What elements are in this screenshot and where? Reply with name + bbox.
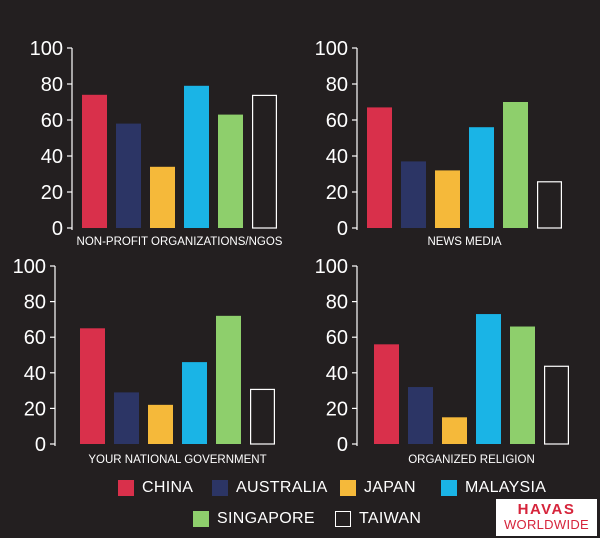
panel-2-title: NEWS MEDIA [427, 236, 501, 248]
legend-item-singapore: SINGAPORE [193, 510, 315, 528]
legend-swatch-singapore [193, 511, 209, 527]
panel-4-bar-china [374, 344, 399, 444]
panel-1-y-tick-label: 20 [41, 182, 63, 204]
panel-1-bar-china [82, 94, 107, 228]
legend-item-malaysia: MALAYSIA [441, 479, 546, 497]
legend-swatch-taiwan [335, 511, 351, 527]
legend-item-japan: JAPAN [340, 479, 416, 497]
panel-1-y-tick-label: 0 [52, 218, 63, 240]
legend-swatch-australia [212, 480, 228, 496]
legend-item-australia: AUSTRALIA [212, 479, 328, 497]
legend-label-malaysia: MALAYSIA [465, 479, 547, 496]
panel-4-y-tick-label: 40 [326, 363, 348, 385]
panel-1-title: NON-PROFIT ORGANIZATIONS/NGOS [77, 236, 283, 248]
panel-4-bar-taiwan [543, 365, 569, 445]
legend-label-japan: JAPAN [364, 479, 416, 496]
panel-3-bar-australia [114, 392, 139, 444]
panel-2-y-tick-label: 40 [326, 146, 348, 168]
legend-swatch-japan [340, 480, 356, 496]
panel-3-bar-china [80, 328, 105, 444]
legend-item-taiwan: TAIWAN [335, 510, 421, 528]
panel-4-title: ORGANIZED RELIGION [408, 454, 535, 466]
panel-1-y-tick-label: 40 [41, 146, 63, 168]
panel-4-y-tick-label: 60 [326, 327, 348, 349]
panel-4-y-tick-label: 0 [337, 434, 348, 456]
panel-3-title: YOUR NATIONAL GOVERNMENT [88, 454, 266, 466]
logo-line-2: WORLDWIDE [503, 517, 590, 532]
legend-swatch-malaysia [441, 480, 457, 496]
panel-3-y-tick-label: 20 [24, 398, 46, 420]
panel-3-bar-malaysia [182, 362, 207, 444]
panel-2-y-tick-label: 60 [326, 110, 348, 132]
panel-4-bar-singapore [510, 326, 535, 444]
panel-1-y-tick-label: 100 [30, 38, 63, 60]
panel-4-bar-malaysia [476, 314, 501, 444]
panel-2-y-tick-label: 20 [326, 182, 348, 204]
panel-4-bar-australia [408, 387, 433, 444]
panel-1-y-tick-label: 60 [41, 110, 63, 132]
panel-2-y-tick-label: 100 [315, 38, 348, 60]
logo-line-1: HAVAS [517, 501, 576, 518]
panel-3-y-tick-label: 40 [24, 363, 46, 385]
panel-4-y-tick-label: 100 [315, 256, 348, 278]
panel-1-bar-malaysia [184, 85, 209, 228]
panel-3-y-tick-label: 60 [24, 327, 46, 349]
panel-2-y-tick-label: 80 [326, 74, 348, 96]
panel-3-y-tick-label: 80 [24, 292, 46, 314]
panel-4-y-tick-label: 20 [326, 398, 348, 420]
panel-2-bar-taiwan [536, 181, 562, 229]
panel-4-bar-japan [442, 417, 467, 444]
legend-label-singapore: SINGAPORE [217, 510, 315, 527]
panel-3-y-tick-label: 0 [35, 434, 46, 456]
legend-item-china: CHINA [118, 479, 193, 497]
panel-1-bar-japan [150, 166, 175, 228]
panel-2-bar-singapore [503, 102, 528, 228]
panel-2-y-tick-label: 0 [337, 218, 348, 240]
panel-2-bar-japan [435, 170, 460, 228]
legend-label-taiwan: TAIWAN [359, 510, 422, 527]
panel-1-bar-australia [116, 123, 141, 228]
havas-worldwide-logo: HAVAS WORLDWIDE [496, 499, 597, 536]
panel-3-bar-japan [148, 404, 173, 444]
panel-2-bar-malaysia [469, 127, 494, 228]
panel-1-bar-taiwan [252, 94, 278, 229]
panel-1-bar-singapore [218, 114, 243, 228]
panel-2-bar-australia [401, 161, 426, 228]
legend-swatch-china [118, 480, 134, 496]
panel-3-bar-taiwan [250, 388, 276, 445]
panel-3-y-tick-label: 100 [13, 256, 46, 278]
panel-4-y-tick-label: 80 [326, 292, 348, 314]
legend-label-australia: AUSTRALIA [236, 479, 328, 496]
legend-label-china: CHINA [142, 479, 194, 496]
panel-1-y-tick-label: 80 [41, 74, 63, 96]
panel-2-bar-china [367, 107, 392, 228]
panel-3-bar-singapore [216, 315, 241, 444]
